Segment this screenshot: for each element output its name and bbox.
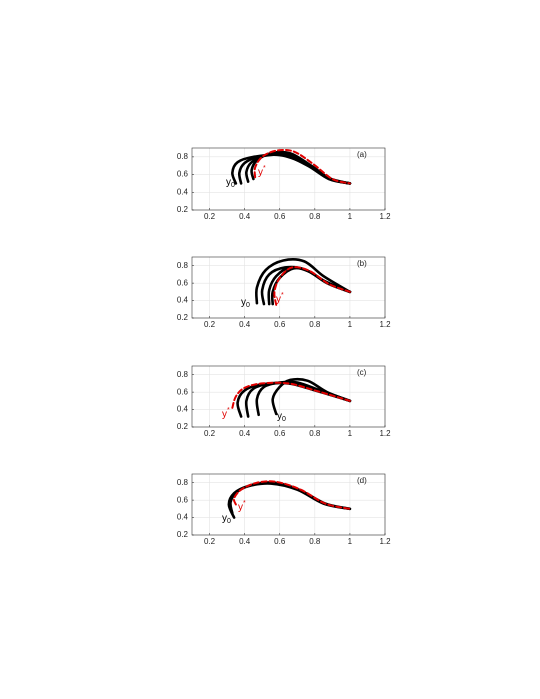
annotation: y*	[222, 407, 230, 420]
annotation-superscript: *	[227, 407, 230, 414]
annotation-superscript: *	[243, 500, 246, 507]
annotation: y0	[226, 177, 235, 189]
axes-box	[191, 473, 386, 536]
y-tick-label: 0.2	[177, 422, 189, 431]
optimal-curve	[253, 148, 351, 185]
annotation-subscript: 0	[231, 182, 235, 189]
annotation-symbol: y	[226, 177, 231, 188]
y-tick-label: 0.6	[177, 387, 189, 396]
x-tick-label: 1	[348, 429, 353, 438]
x-tick-label: 0.6	[274, 537, 286, 546]
annotation-superscript: *	[263, 165, 266, 172]
x-tick-label: 0.2	[204, 320, 216, 329]
x-tick-label: 0.6	[274, 320, 286, 329]
trajectory	[250, 150, 352, 185]
x-tick-label: 1.2	[379, 320, 391, 329]
trajectory	[271, 377, 352, 416]
annotation-subscript: 0	[246, 302, 250, 309]
x-tick-label: 0.4	[239, 537, 251, 546]
trajectory	[270, 266, 352, 306]
x-tick-label: 0.2	[204, 537, 216, 546]
annotation-symbol: y	[258, 167, 263, 178]
axes-box	[191, 365, 386, 428]
axes-box	[191, 256, 386, 319]
x-tick-label: 0.8	[309, 429, 321, 438]
y-tick-label: 0.2	[177, 205, 189, 214]
x-tick-label: 0.6	[274, 429, 286, 438]
annotation: y*	[238, 500, 246, 513]
annotation-symbol: y	[241, 297, 246, 308]
annotation-symbol: y	[277, 411, 282, 422]
x-tick-label: 0.4	[239, 429, 251, 438]
x-tick-label: 1.2	[379, 212, 391, 221]
y-tick-label: 0.4	[177, 405, 189, 414]
annotation: y*	[258, 165, 266, 178]
panel-label: (c)	[357, 368, 367, 377]
panel: 0.2 0.4 0.6 0.8 1 1.20.20.40.60.8 (d)y0y*	[177, 473, 391, 546]
x-tick-label: 1	[348, 320, 353, 329]
x-tick-label: 0.8	[309, 212, 321, 221]
annotation: y*	[276, 292, 284, 305]
y-tick-label: 0.6	[177, 495, 189, 504]
y-tick-label: 0.2	[177, 530, 189, 539]
x-tick-label: 0.4	[239, 212, 251, 221]
y-tick-label: 0.6	[177, 170, 189, 179]
x-tick-label: 0.4	[239, 320, 251, 329]
x-tick-label: 0.8	[309, 537, 321, 546]
annotation-symbol: y	[238, 502, 243, 513]
x-tick-label: 0.2	[204, 429, 216, 438]
annotation-symbol: y	[222, 513, 227, 524]
annotation-superscript: *	[281, 292, 284, 299]
x-tick-label: 0.8	[309, 320, 321, 329]
panel-label: (a)	[357, 150, 367, 159]
panel: 0.2 0.4 0.6 0.8 1 1.20.20.40.60.8 (c)y*y0	[177, 365, 391, 438]
annotation-subscript: 0	[227, 518, 231, 525]
annotation: y0	[222, 513, 231, 525]
optimal-curve	[232, 480, 351, 510]
plot-area	[192, 366, 385, 427]
x-tick-label: 0.2	[204, 212, 216, 221]
y-tick-label: 0.4	[177, 187, 189, 196]
y-tick-label: 0.8	[177, 370, 189, 379]
optimal-curve	[231, 381, 351, 409]
x-tick-label: 0.6	[274, 212, 286, 221]
y-tick-label: 0.4	[177, 296, 189, 305]
optimal-curve	[273, 266, 351, 306]
y-tick-label: 0.8	[177, 478, 189, 487]
x-tick-label: 1	[348, 212, 353, 221]
y-tick-label: 0.6	[177, 278, 189, 287]
annotation: y0	[277, 411, 286, 423]
x-tick-label: 1.2	[379, 429, 391, 438]
panel: 0.2 0.4 0.6 0.8 1 1.20.20.40.60.8 (a)y0y*	[177, 147, 391, 221]
x-tick-label: 1	[348, 537, 353, 546]
axes-box	[191, 147, 386, 211]
panel-label: (d)	[357, 476, 367, 485]
annotation-symbol: y	[222, 409, 227, 420]
y-tick-label: 0.2	[177, 313, 189, 322]
annotation-subscript: 0	[282, 416, 286, 423]
y-tick-label: 0.8	[177, 152, 189, 161]
y-tick-label: 0.4	[177, 513, 189, 522]
y-tick-label: 0.8	[177, 261, 189, 270]
panel-label: (b)	[357, 259, 367, 268]
trajectory	[254, 258, 352, 305]
annotation: y0	[241, 297, 250, 309]
panel: 0.2 0.4 0.6 0.8 1 1.20.20.40.60.8 (b)y0y*	[177, 256, 391, 329]
x-tick-label: 1.2	[379, 537, 391, 546]
annotation-symbol: y	[276, 294, 281, 305]
